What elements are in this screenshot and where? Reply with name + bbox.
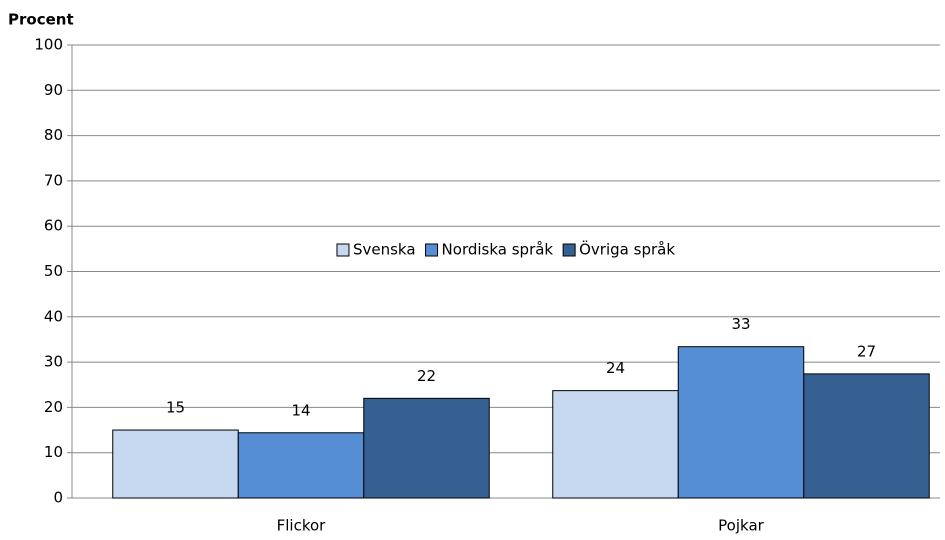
y-tick-label: 70: [44, 171, 63, 189]
y-tick-label: 10: [44, 443, 63, 461]
legend: Svenska Nordiska språk Övriga språk: [336, 240, 675, 259]
legend-swatch: [336, 243, 350, 257]
bar: [803, 373, 930, 499]
legend-swatch: [562, 243, 576, 257]
y-axis-label: Procent: [8, 11, 74, 29]
x-tick-label: Flickor: [277, 517, 327, 535]
bar: [363, 397, 490, 499]
y-tick-label: 40: [44, 307, 63, 325]
value-label: 33: [731, 315, 750, 333]
y-tick-label: 20: [44, 398, 63, 416]
y-tick-label: 90: [44, 81, 63, 99]
value-label: 24: [606, 359, 625, 377]
value-label: 14: [291, 401, 310, 419]
y-tick-label: 50: [44, 262, 63, 280]
bar: [552, 390, 679, 499]
legend-label: Svenska: [353, 241, 416, 259]
y-tick-label: 100: [34, 36, 63, 54]
y-tick-label: 30: [44, 353, 63, 371]
bar: [112, 429, 239, 499]
y-tick-label: 60: [44, 217, 63, 235]
y-tick-label: 80: [44, 126, 63, 144]
bar: [237, 432, 365, 499]
bar: [677, 346, 805, 499]
value-label: 27: [857, 342, 876, 360]
y-tick-label: 0: [53, 489, 63, 507]
legend-label: Övriga språk: [579, 240, 675, 259]
value-label: 22: [417, 367, 436, 385]
legend-label: Nordiska språk: [442, 241, 554, 259]
legend-swatch: [425, 243, 439, 257]
x-tick-label: Pojkar: [718, 517, 764, 535]
value-label: 15: [166, 399, 185, 417]
